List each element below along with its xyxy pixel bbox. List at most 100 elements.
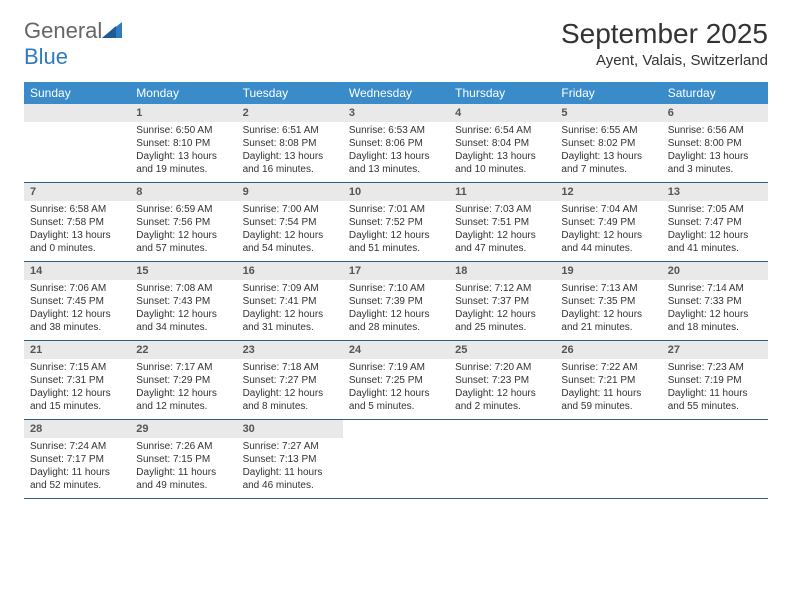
day-body: Sunrise: 7:24 AMSunset: 7:17 PMDaylight:… <box>24 438 130 496</box>
sunset-line: Sunset: 8:08 PM <box>243 137 337 150</box>
daylight-line: Daylight: 12 hours and 18 minutes. <box>668 308 762 334</box>
day-body: Sunrise: 7:03 AMSunset: 7:51 PMDaylight:… <box>449 201 555 259</box>
day-cell: 10Sunrise: 7:01 AMSunset: 7:52 PMDayligh… <box>343 183 449 261</box>
daylight-line: Daylight: 13 hours and 13 minutes. <box>349 150 443 176</box>
day-number: 23 <box>237 341 343 359</box>
day-cell: 6Sunrise: 6:56 AMSunset: 8:00 PMDaylight… <box>662 104 768 182</box>
daylight-line: Daylight: 12 hours and 31 minutes. <box>243 308 337 334</box>
sunset-line: Sunset: 7:39 PM <box>349 295 443 308</box>
day-body: Sunrise: 6:55 AMSunset: 8:02 PMDaylight:… <box>555 122 661 180</box>
weekday-tuesday: Tuesday <box>237 82 343 104</box>
sunrise-line: Sunrise: 6:53 AM <box>349 124 443 137</box>
day-cell <box>449 420 555 498</box>
daylight-line: Daylight: 12 hours and 28 minutes. <box>349 308 443 334</box>
day-body: Sunrise: 7:20 AMSunset: 7:23 PMDaylight:… <box>449 359 555 417</box>
day-cell: 7Sunrise: 6:58 AMSunset: 7:58 PMDaylight… <box>24 183 130 261</box>
day-cell: 9Sunrise: 7:00 AMSunset: 7:54 PMDaylight… <box>237 183 343 261</box>
day-cell: 11Sunrise: 7:03 AMSunset: 7:51 PMDayligh… <box>449 183 555 261</box>
weekday-friday: Friday <box>555 82 661 104</box>
daylight-line: Daylight: 12 hours and 25 minutes. <box>455 308 549 334</box>
sunset-line: Sunset: 7:13 PM <box>243 453 337 466</box>
day-body: Sunrise: 7:26 AMSunset: 7:15 PMDaylight:… <box>130 438 236 496</box>
day-body: Sunrise: 7:13 AMSunset: 7:35 PMDaylight:… <box>555 280 661 338</box>
sunrise-line: Sunrise: 6:51 AM <box>243 124 337 137</box>
day-cell: 14Sunrise: 7:06 AMSunset: 7:45 PMDayligh… <box>24 262 130 340</box>
day-number: 29 <box>130 420 236 438</box>
daylight-line: Daylight: 13 hours and 16 minutes. <box>243 150 337 176</box>
day-cell <box>343 420 449 498</box>
day-cell <box>24 104 130 182</box>
day-cell: 1Sunrise: 6:50 AMSunset: 8:10 PMDaylight… <box>130 104 236 182</box>
sunset-line: Sunset: 8:00 PM <box>668 137 762 150</box>
day-cell: 25Sunrise: 7:20 AMSunset: 7:23 PMDayligh… <box>449 341 555 419</box>
sunrise-line: Sunrise: 7:10 AM <box>349 282 443 295</box>
sunrise-line: Sunrise: 6:54 AM <box>455 124 549 137</box>
sunrise-line: Sunrise: 7:06 AM <box>30 282 124 295</box>
sunrise-line: Sunrise: 7:05 AM <box>668 203 762 216</box>
sunset-line: Sunset: 7:25 PM <box>349 374 443 387</box>
day-number: 3 <box>343 104 449 122</box>
sunset-line: Sunset: 8:02 PM <box>561 137 655 150</box>
day-cell: 21Sunrise: 7:15 AMSunset: 7:31 PMDayligh… <box>24 341 130 419</box>
sunset-line: Sunset: 8:10 PM <box>136 137 230 150</box>
sunset-line: Sunset: 7:47 PM <box>668 216 762 229</box>
day-number: 27 <box>662 341 768 359</box>
day-number: 7 <box>24 183 130 201</box>
sunrise-line: Sunrise: 7:24 AM <box>30 440 124 453</box>
sunrise-line: Sunrise: 7:00 AM <box>243 203 337 216</box>
week-row: 14Sunrise: 7:06 AMSunset: 7:45 PMDayligh… <box>24 262 768 341</box>
title-block: September 2025 Ayent, Valais, Switzerlan… <box>561 18 768 69</box>
daylight-line: Daylight: 12 hours and 2 minutes. <box>455 387 549 413</box>
day-number: 5 <box>555 104 661 122</box>
day-number: 1 <box>130 104 236 122</box>
day-body: Sunrise: 6:59 AMSunset: 7:56 PMDaylight:… <box>130 201 236 259</box>
sunrise-line: Sunrise: 7:12 AM <box>455 282 549 295</box>
sunset-line: Sunset: 7:56 PM <box>136 216 230 229</box>
day-cell: 18Sunrise: 7:12 AMSunset: 7:37 PMDayligh… <box>449 262 555 340</box>
weekday-saturday: Saturday <box>662 82 768 104</box>
weekday-wednesday: Wednesday <box>343 82 449 104</box>
sunrise-line: Sunrise: 7:04 AM <box>561 203 655 216</box>
sunset-line: Sunset: 7:31 PM <box>30 374 124 387</box>
day-body: Sunrise: 6:54 AMSunset: 8:04 PMDaylight:… <box>449 122 555 180</box>
day-number: 21 <box>24 341 130 359</box>
sunrise-line: Sunrise: 7:03 AM <box>455 203 549 216</box>
sunset-line: Sunset: 7:15 PM <box>136 453 230 466</box>
day-cell: 8Sunrise: 6:59 AMSunset: 7:56 PMDaylight… <box>130 183 236 261</box>
day-cell: 30Sunrise: 7:27 AMSunset: 7:13 PMDayligh… <box>237 420 343 498</box>
sunset-line: Sunset: 7:33 PM <box>668 295 762 308</box>
day-body: Sunrise: 6:50 AMSunset: 8:10 PMDaylight:… <box>130 122 236 180</box>
day-cell: 26Sunrise: 7:22 AMSunset: 7:21 PMDayligh… <box>555 341 661 419</box>
day-number <box>343 420 449 438</box>
day-number: 22 <box>130 341 236 359</box>
day-body: Sunrise: 7:04 AMSunset: 7:49 PMDaylight:… <box>555 201 661 259</box>
day-body: Sunrise: 7:22 AMSunset: 7:21 PMDaylight:… <box>555 359 661 417</box>
sunset-line: Sunset: 7:43 PM <box>136 295 230 308</box>
sunset-line: Sunset: 7:45 PM <box>30 295 124 308</box>
day-cell <box>555 420 661 498</box>
sunrise-line: Sunrise: 7:20 AM <box>455 361 549 374</box>
sunrise-line: Sunrise: 7:19 AM <box>349 361 443 374</box>
daylight-line: Daylight: 12 hours and 38 minutes. <box>30 308 124 334</box>
sunset-line: Sunset: 7:58 PM <box>30 216 124 229</box>
day-number: 12 <box>555 183 661 201</box>
daylight-line: Daylight: 12 hours and 34 minutes. <box>136 308 230 334</box>
weekday-sunday: Sunday <box>24 82 130 104</box>
weekday-header-row: SundayMondayTuesdayWednesdayThursdayFrid… <box>24 82 768 104</box>
daylight-line: Daylight: 12 hours and 41 minutes. <box>668 229 762 255</box>
day-number: 30 <box>237 420 343 438</box>
day-cell: 22Sunrise: 7:17 AMSunset: 7:29 PMDayligh… <box>130 341 236 419</box>
daylight-line: Daylight: 12 hours and 51 minutes. <box>349 229 443 255</box>
day-number: 19 <box>555 262 661 280</box>
daylight-line: Daylight: 12 hours and 8 minutes. <box>243 387 337 413</box>
day-body: Sunrise: 7:08 AMSunset: 7:43 PMDaylight:… <box>130 280 236 338</box>
day-body: Sunrise: 7:05 AMSunset: 7:47 PMDaylight:… <box>662 201 768 259</box>
weekday-thursday: Thursday <box>449 82 555 104</box>
daylight-line: Daylight: 12 hours and 5 minutes. <box>349 387 443 413</box>
sunrise-line: Sunrise: 7:18 AM <box>243 361 337 374</box>
daylight-line: Daylight: 13 hours and 3 minutes. <box>668 150 762 176</box>
day-body: Sunrise: 7:19 AMSunset: 7:25 PMDaylight:… <box>343 359 449 417</box>
day-cell: 4Sunrise: 6:54 AMSunset: 8:04 PMDaylight… <box>449 104 555 182</box>
day-number: 9 <box>237 183 343 201</box>
sunset-line: Sunset: 7:21 PM <box>561 374 655 387</box>
